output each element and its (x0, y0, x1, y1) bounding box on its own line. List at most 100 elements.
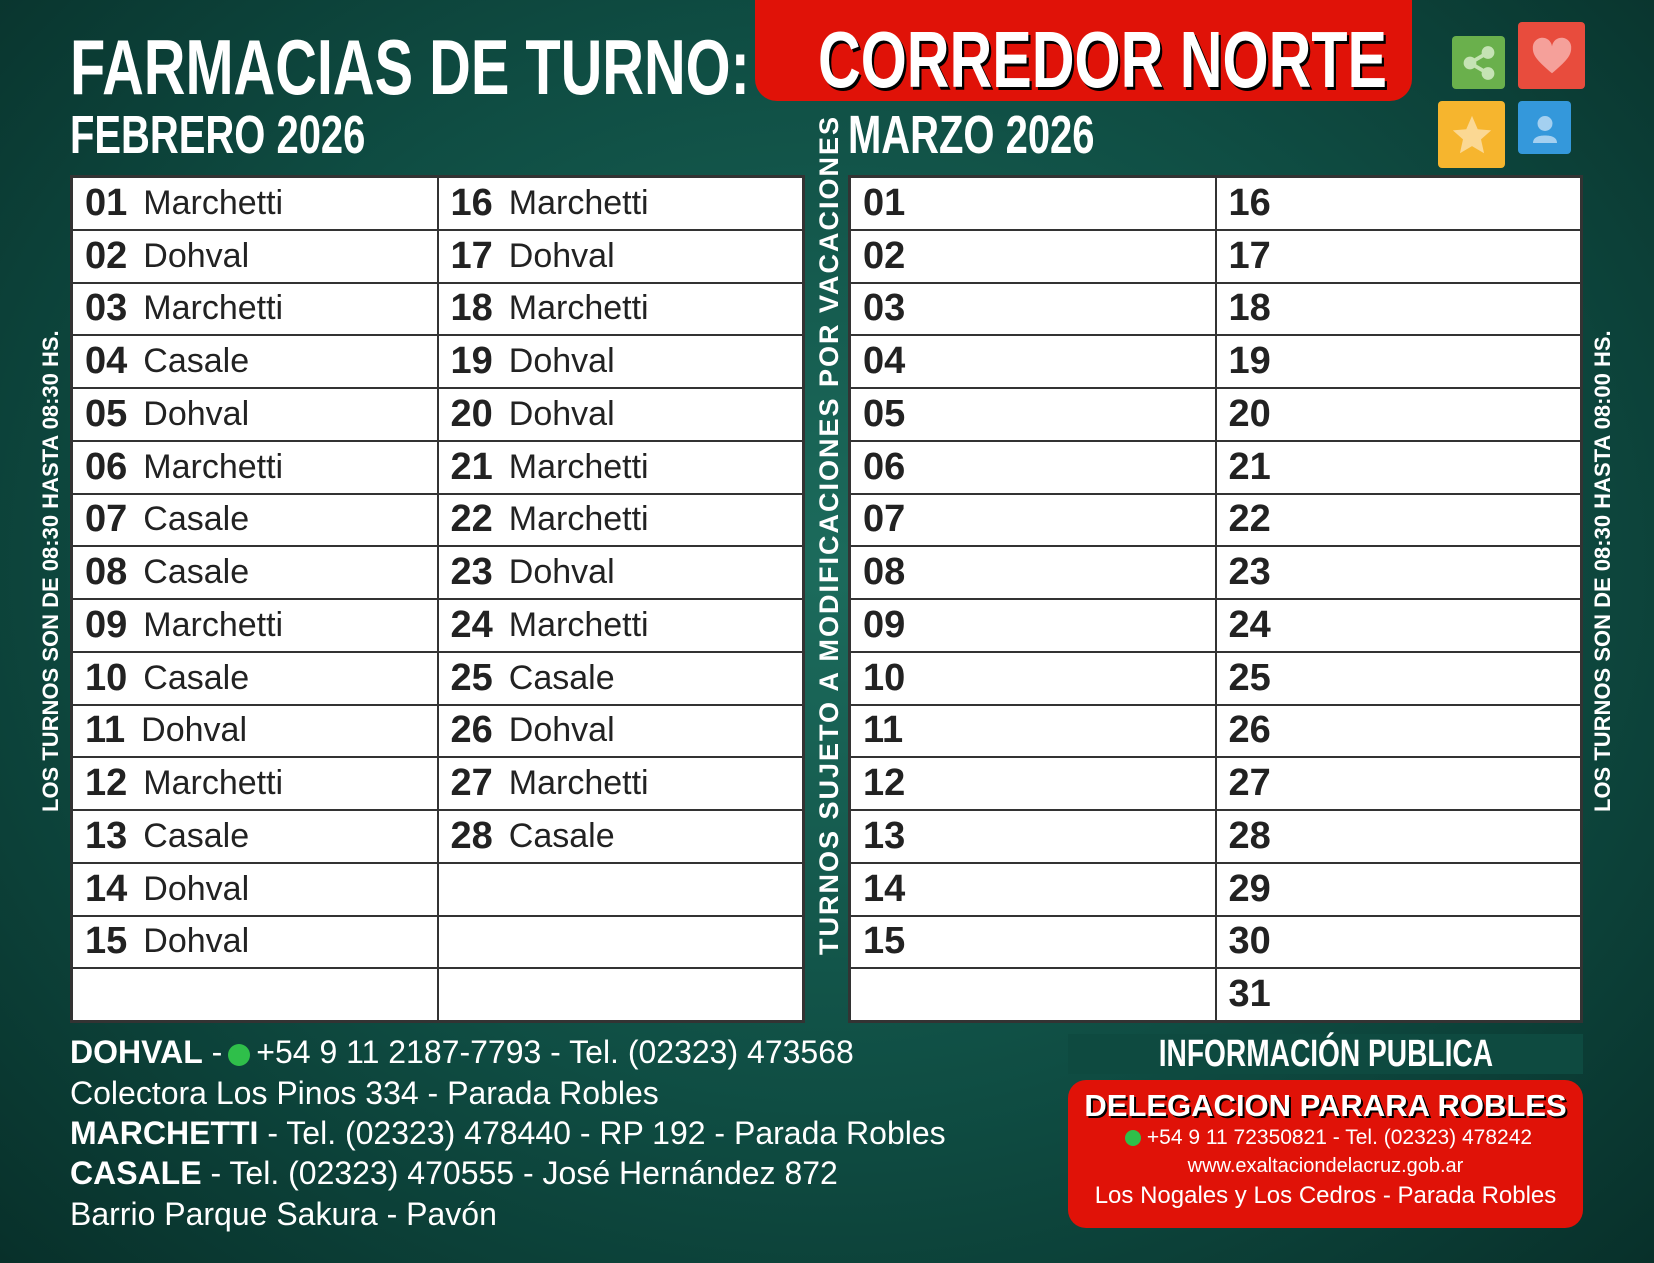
pharmacy-name: Dohval (143, 869, 250, 908)
day-number: 31 (1228, 973, 1271, 1016)
day-number: 22 (450, 498, 493, 541)
day-cell: 20 Dohval (437, 388, 803, 441)
pharmacy-name: Dohval (508, 711, 615, 750)
day-number: 21 (1228, 445, 1271, 488)
empty-cell (437, 915, 803, 969)
whatsapp-icon (228, 1043, 251, 1066)
day-number: 06 (85, 445, 128, 488)
day-number: 04 (85, 340, 128, 383)
day-number: 22 (1228, 498, 1271, 541)
day-number: 17 (450, 234, 493, 277)
day-number: 03 (85, 287, 128, 330)
day-cell: 21 Marchetti (437, 440, 803, 494)
day-number: 20 (1228, 392, 1271, 435)
pharmacy-name: Marchetti (143, 183, 284, 222)
pharmacy-name: Casale (143, 816, 250, 855)
day-cell: 27 Marchetti (437, 757, 803, 810)
pharmacy-name: Marchetti (508, 447, 649, 486)
day-number: 08 (85, 551, 128, 594)
day-cell: 05 Dohval (72, 388, 438, 441)
day-cell: 17 (1215, 229, 1581, 283)
day-cell: 28 (1215, 810, 1581, 863)
pharmacy-name: Marchetti (143, 764, 284, 803)
day-number: 10 (863, 656, 906, 699)
website-link[interactable]: www.exaltaciondelacruz.gob.ar (1187, 1155, 1464, 1177)
day-number: 25 (450, 656, 493, 699)
pharmacy-name: Casale (143, 553, 250, 592)
pharmacy-name: Marchetti (508, 605, 649, 644)
day-cell: 13 Casale (72, 810, 438, 863)
pharmacy-name: Marchetti (508, 289, 649, 328)
day-cell: 02 (850, 229, 1216, 283)
delegation-address: Los Nogales y Los Cedros - Parada Robles (1094, 1182, 1557, 1209)
left-schedule-note: LOS TURNOS SON DE 08:30 HASTA 08:30 HS. (38, 330, 63, 812)
day-number: 12 (863, 762, 906, 805)
day-number: 30 (1228, 920, 1271, 963)
day-cell: 03 (850, 282, 1216, 336)
day-number: 01 (85, 181, 128, 224)
star-icon[interactable] (1438, 101, 1505, 168)
day-number: 27 (450, 762, 493, 805)
pharmacy-name: Casale (143, 342, 250, 381)
day-cell: 04 Casale (72, 335, 438, 388)
day-cell: 11 (850, 704, 1216, 758)
casale-details: - Tel. (02323) 470555 - José Hernández 8… (210, 1155, 838, 1191)
pharmacy-name: Casale (143, 500, 250, 539)
day-cell: 14 Dohval (72, 862, 438, 916)
page-title: FARMACIAS DE TURNO: (70, 23, 750, 111)
pharmacy-name: Casale (508, 658, 615, 697)
day-cell: 03 Marchetti (72, 282, 438, 336)
right-schedule-note: LOS TURNOS SON DE 08:30 HASTA 08:00 HS. (1590, 330, 1615, 812)
day-number: 29 (1228, 867, 1271, 910)
day-number: 26 (450, 709, 493, 752)
february-title: FEBRERO 2026 (70, 105, 366, 165)
marchetti-contact: MARCHETTI - Tel. (02323) 478440 - RP 192… (70, 1115, 946, 1152)
day-cell: 19 (1215, 335, 1581, 388)
pharmacy-name: Marchetti (143, 289, 284, 328)
day-number: 23 (450, 551, 493, 594)
day-number: 01 (863, 181, 906, 224)
day-cell: 22 (1215, 493, 1581, 547)
day-cell: 17 Dohval (437, 229, 803, 283)
day-number: 03 (863, 287, 906, 330)
casale-contact: CASALE - Tel. (02323) 470555 - José Hern… (70, 1155, 838, 1192)
day-cell: 25 (1215, 651, 1581, 705)
day-cell: 18 Marchetti (437, 282, 803, 336)
day-number: 10 (85, 656, 128, 699)
day-number: 28 (450, 814, 493, 857)
zone-banner (755, 0, 1412, 101)
day-cell: 15 Dohval (72, 915, 438, 969)
dohval-contact: DOHVAL - +54 9 11 2187-7793 - Tel. (02323… (70, 1034, 854, 1070)
vacation-note: TURNOS SUJETO A MODIFICACIONES POR VACAC… (814, 114, 844, 955)
day-number: 15 (863, 920, 906, 963)
february-table: 01 Marchetti 16 Marchetti 02 Dohval 17 Dohval 03… (70, 175, 805, 1023)
day-cell: 18 (1215, 282, 1581, 336)
day-number: 09 (863, 603, 906, 646)
day-cell: 07 (850, 493, 1216, 547)
day-number: 14 (85, 867, 128, 910)
pharmacy-name: Dohval (143, 922, 250, 961)
dohval-address: Colectora Los Pinos 334 - Parada Robles (70, 1075, 659, 1111)
pharmacy-name: Dohval (508, 236, 615, 275)
empty-cell (437, 968, 803, 1021)
day-cell: 13 (850, 810, 1216, 863)
day-number: 18 (450, 287, 493, 330)
day-cell: 10 Casale (72, 651, 438, 705)
pharmacy-name: Marchetti (508, 500, 649, 539)
delegation-phone-row: +54 9 11 72350821 - Tel. (02323) 478242 (1068, 1126, 1583, 1150)
day-cell: 28 Casale (437, 810, 803, 863)
empty-cell (437, 862, 803, 916)
user-icon[interactable] (1518, 101, 1571, 154)
empty-cell (850, 968, 1216, 1021)
heart-icon[interactable] (1518, 22, 1585, 89)
day-number: 07 (863, 498, 906, 541)
info-heading-bar: INFORMACIÓN PUBLICA (1068, 1034, 1583, 1074)
share-icon[interactable] (1452, 36, 1505, 89)
day-cell: 01 (850, 177, 1216, 230)
day-number: 02 (863, 234, 906, 277)
delegation-phone: +54 9 11 72350821 - Tel. (02323) 478242 (1146, 1126, 1533, 1149)
day-cell: 16 (1215, 177, 1581, 230)
pharmacy-name: Dohval (508, 342, 615, 381)
day-number: 23 (1228, 551, 1271, 594)
day-number: 18 (1228, 287, 1271, 330)
